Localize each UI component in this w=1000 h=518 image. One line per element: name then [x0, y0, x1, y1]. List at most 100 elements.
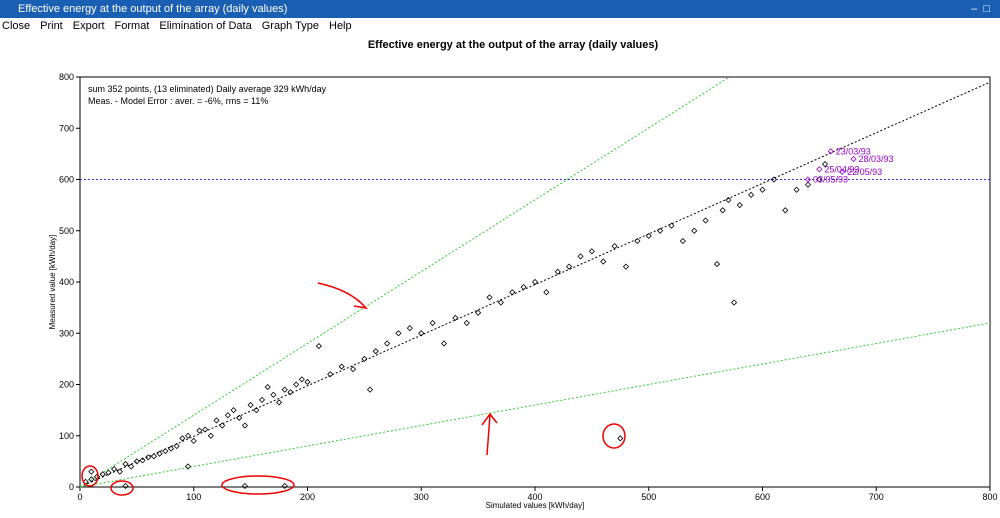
menu-item[interactable]: Close — [2, 20, 31, 32]
highlight-point — [816, 166, 823, 173]
menu-item[interactable]: Help — [329, 20, 352, 32]
point-label: 22/05/93 — [847, 167, 882, 177]
chart: Effective energy at the output of the ar… — [48, 39, 998, 510]
data-point — [298, 376, 305, 383]
data-point — [736, 202, 743, 209]
y-tick-label: 0 — [69, 482, 74, 492]
data-point — [372, 348, 379, 355]
data-point — [139, 457, 146, 464]
data-point — [150, 453, 158, 460]
data-point — [679, 237, 686, 245]
title-bar: Effective energy at the output of the ar… — [0, 0, 1000, 18]
data-point — [111, 465, 118, 473]
data-point — [184, 463, 192, 470]
data-point — [566, 263, 573, 270]
x-tick-label: 500 — [641, 492, 656, 502]
highlight-point — [839, 168, 846, 175]
data-point — [668, 222, 675, 229]
y-tick-label: 500 — [59, 226, 74, 236]
data-point — [702, 217, 709, 224]
data-point — [281, 482, 288, 490]
window-controls[interactable]: – □ — [971, 3, 990, 15]
data-point — [105, 469, 112, 476]
data-point — [184, 432, 192, 439]
data-point — [645, 232, 652, 239]
data-point — [304, 378, 311, 386]
data-point — [281, 386, 288, 393]
data-point — [657, 227, 664, 234]
data-point — [156, 450, 163, 457]
data-point — [395, 330, 402, 337]
menu-item[interactable]: Graph Type — [261, 20, 319, 32]
y-axis-label: Measured value [kWh/day] — [48, 235, 57, 330]
data-point — [202, 426, 209, 433]
data-point — [173, 442, 180, 450]
data-point — [440, 340, 448, 347]
menu-item[interactable]: Elimination of Data — [159, 20, 252, 32]
data-point — [128, 463, 135, 470]
data-point — [793, 186, 800, 193]
y-tick-label: 600 — [59, 175, 74, 185]
y-tick-label: 700 — [59, 123, 74, 133]
data-point — [264, 383, 271, 391]
data-point — [782, 207, 789, 214]
chart-title: Effective energy at the output of the ar… — [368, 39, 659, 51]
data-point — [577, 253, 584, 260]
data-point — [327, 371, 334, 378]
data-point — [258, 396, 266, 403]
data-point — [497, 299, 504, 306]
menu-bar: Close Print Export Format Elimination of Dat… — [0, 18, 1000, 34]
reference-line — [79, 76, 730, 488]
data-point — [122, 482, 129, 490]
point-label: 28/03/93 — [859, 154, 894, 164]
data-point — [617, 435, 624, 442]
highlight-point — [850, 155, 857, 163]
x-tick-label: 100 — [186, 492, 201, 502]
data-point — [247, 401, 254, 409]
point-label: 23/03/93 — [836, 146, 871, 156]
point-label: 03/05/93 — [813, 175, 848, 185]
y-tick-label: 100 — [59, 431, 74, 441]
data-point — [167, 445, 175, 452]
data-point — [691, 227, 698, 234]
data-point — [611, 243, 618, 250]
window-title: Effective energy at the output of the ar… — [18, 3, 288, 15]
data-point — [270, 391, 277, 398]
data-point — [88, 468, 95, 475]
data-point — [475, 309, 482, 316]
data-point — [816, 176, 823, 183]
menu-item[interactable]: Format — [114, 20, 150, 32]
data-point — [622, 263, 630, 270]
data-point — [821, 161, 829, 168]
data-point — [349, 366, 357, 373]
data-point — [179, 435, 186, 442]
data-point — [219, 422, 226, 429]
data-point — [759, 186, 766, 193]
data-point — [241, 422, 249, 429]
data-point — [236, 414, 243, 421]
data-point — [588, 248, 595, 255]
data-point — [145, 454, 152, 461]
data-point — [224, 412, 231, 419]
data-point — [804, 181, 812, 188]
data-point — [463, 319, 470, 327]
x-tick-label: 400 — [527, 492, 542, 502]
menu-item[interactable]: Print — [40, 20, 63, 32]
data-point — [418, 330, 425, 337]
data-point — [213, 417, 220, 424]
data-point — [99, 471, 106, 478]
data-point — [531, 278, 539, 286]
reference-line — [79, 322, 991, 488]
y-tick-label: 400 — [59, 277, 74, 287]
data-point — [770, 176, 777, 183]
y-tick-label: 200 — [59, 380, 74, 390]
highlight-point — [827, 148, 834, 155]
data-point — [275, 399, 283, 406]
x-tick-label: 300 — [414, 492, 429, 502]
data-point — [133, 458, 140, 465]
data-point — [196, 427, 203, 434]
menu-item[interactable]: Export — [72, 20, 105, 32]
data-point — [230, 407, 237, 414]
data-point — [338, 363, 345, 370]
